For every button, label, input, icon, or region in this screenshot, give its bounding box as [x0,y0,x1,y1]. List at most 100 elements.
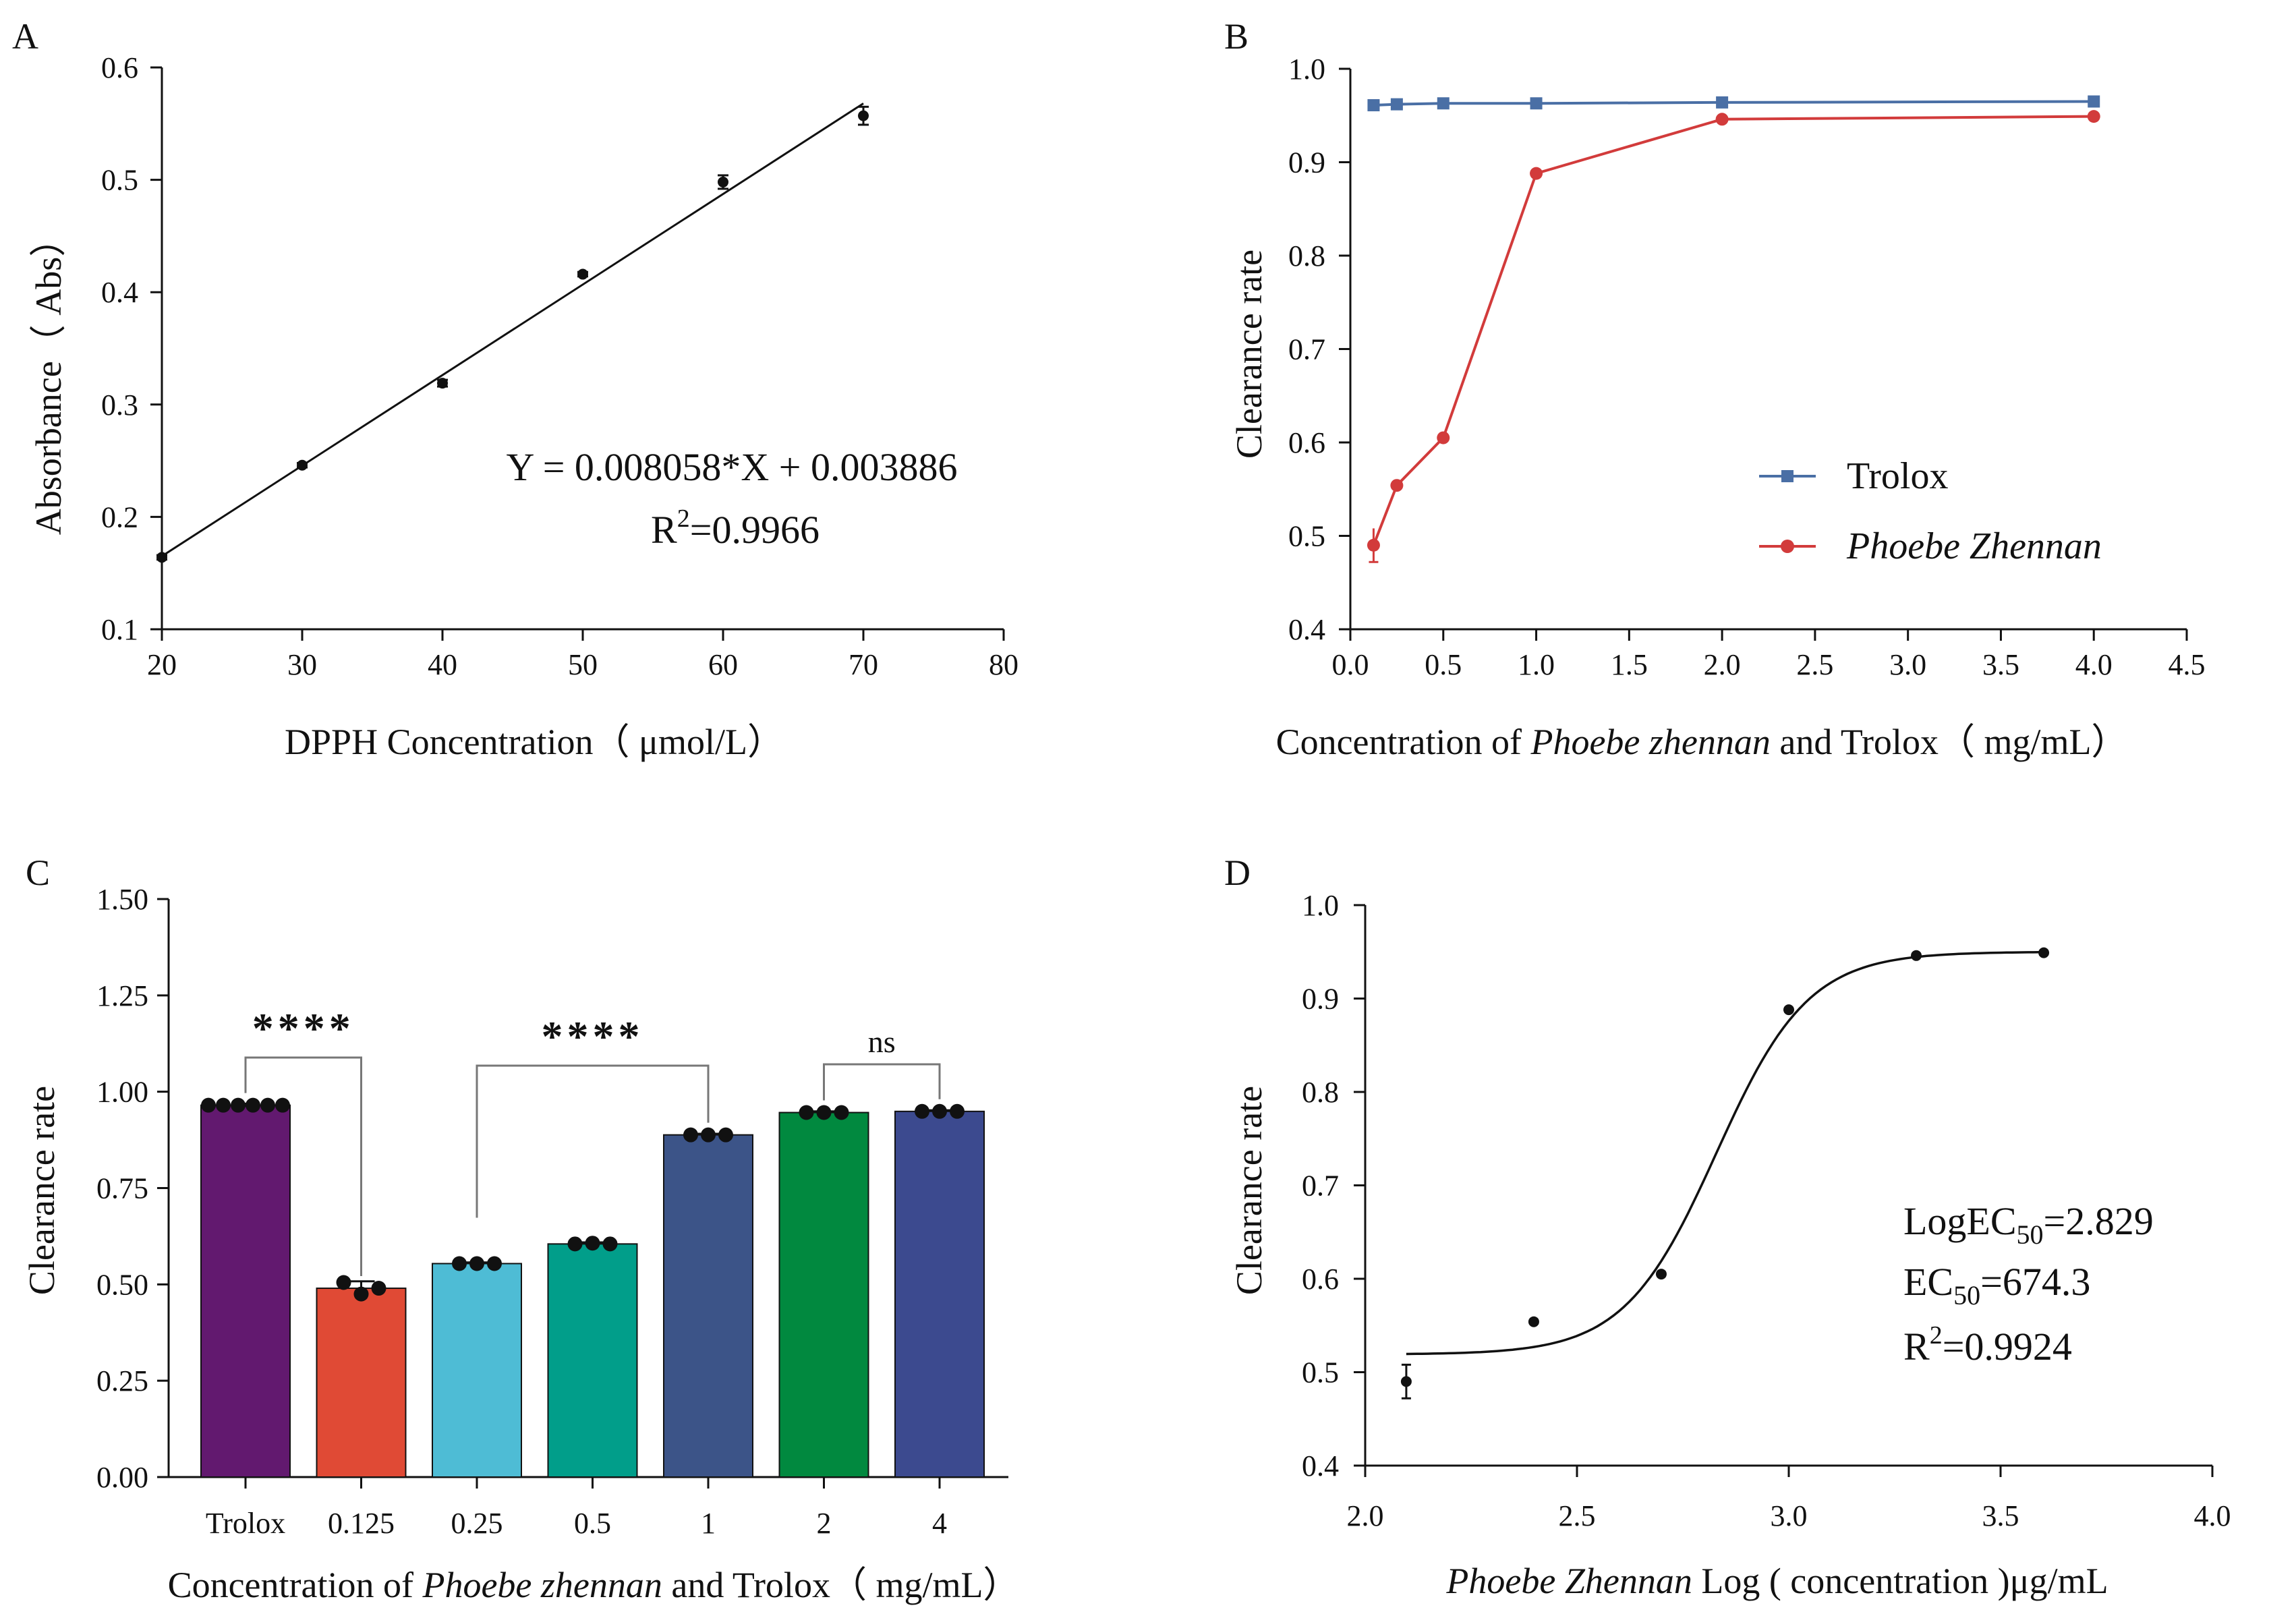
panel-d-tick-labels: 2.0 2.5 3.0 3.5 4.0 0.4 0.5 0.6 0.7 0.8 0.9 1.0 [1302,889,2231,1532]
a-x-tick-label: 60 [708,648,738,681]
b-phoebe-marker [1530,167,1543,180]
c-replicate-dot [336,1275,351,1290]
c-replicate-dot [216,1097,231,1113]
d-y-tick-label: 0.5 [1302,1356,1339,1389]
panel-c-y-axis-title: Clearance rate [22,1086,62,1295]
a-y-tick-label: 0.3 [101,388,138,422]
b-x-tick-label: 3.0 [1889,648,1926,681]
panel-a-fit-line [161,103,864,557]
c-replicate-dot [834,1105,849,1120]
a-x-tick-label: 80 [989,648,1018,681]
b-x-tick-label: 1.0 [1518,648,1555,681]
panel-b-series [1367,95,2100,563]
c-bar-0.125 [316,1288,407,1478]
c-y-tick-label: 1.25 [96,979,148,1012]
c-replicate-dot [683,1127,698,1143]
panel-d-points [1400,947,2050,1399]
panel-b-axes [1339,67,2188,641]
d-y-tick-label: 0.6 [1302,1263,1339,1296]
c-replicate-dot [816,1105,832,1120]
b-trolox-marker [1530,97,1543,110]
c-x-tick-label: 0.5 [574,1507,611,1540]
panel-d-y-axis-title: Clearance rate [1229,1086,1269,1295]
b-phoebe-marker [1367,538,1380,552]
panel-c-x-axis-title: Concentration of Phoebe zhennan and Trol… [168,1565,1020,1605]
c-significance-stars: **** [252,1004,355,1052]
c-replicate-dot [915,1103,929,1119]
b-series-line-phoebe [1372,115,2094,546]
panel-b-legend: Trolox Phoebe Zhennan [1759,455,2102,567]
d-data-point [1528,1316,1539,1327]
b-y-tick-label: 0.5 [1288,520,1325,553]
a-y-tick-label: 0.1 [101,613,138,646]
legend-trolox-marker [1781,470,1793,482]
b-y-tick-label: 0.8 [1288,239,1325,272]
b-x-tick-label: 1.5 [1611,648,1648,681]
a-data-point [297,459,308,471]
b-y-tick-label: 0.9 [1288,146,1325,179]
panel-d-logec50: LogEC50=2.829 [1903,1199,2154,1250]
c-y-tick-label: 0.50 [96,1268,148,1301]
c-replicate-dot [260,1097,275,1113]
a-y-tick-label: 0.2 [101,500,138,533]
panel-a-tick-labels: 20 30 40 50 60 70 80 0.1 0.2 0.3 0.4 0.5 0.6 [101,51,1018,681]
a-x-tick-label: 30 [287,648,317,681]
c-significance-stars: **** [542,1012,644,1060]
c-replicate-dot [231,1097,246,1113]
a-x-tick-label: 40 [428,648,457,681]
panel-d-ec50: EC50=674.3 [1903,1260,2090,1310]
c-replicate-dot [718,1127,733,1143]
panel-a: A 20 30 40 50 60 70 80 0.1 0.2 0.3 0.4 0.5 0.6 DPPH … [12,16,1018,762]
panel-b-letter: B [1224,16,1249,57]
b-trolox-marker [1367,99,1380,112]
d-sigmoid-curve [1406,950,2044,1356]
c-replicate-dot [371,1281,386,1296]
d-x-tick-label: 2.5 [1559,1499,1596,1532]
panel-c-tick-labels: 0.00 0.25 0.50 0.75 1.00 1.25 1.50 Trolox 0.125 0… [96,883,947,1540]
b-trolox-marker [2088,95,2100,108]
c-x-tick-label: 2 [817,1507,832,1540]
c-bar-0.5 [547,1243,638,1478]
b-x-tick-label: 0.0 [1332,648,1369,681]
c-x-tick-label: 4 [932,1507,947,1540]
c-comparison-bracket [823,1063,941,1101]
panel-d-axes [1354,904,2214,1477]
panel-a-x-axis-title: DPPH Concentration（ μmol/L） [285,722,784,762]
c-replicate-dot [567,1236,583,1252]
c-ns-label: ns [868,1025,896,1059]
d-x-tick-label: 3.0 [1771,1499,1808,1532]
panel-c-bars [200,1097,985,1478]
panel-d-r-squared: R2=0.9924 [1903,1321,2072,1368]
b-x-tick-label: 4.0 [2075,648,2113,681]
d-data-point [1911,950,1922,961]
b-trolox-marker [1437,97,1450,110]
c-bar-4 [894,1110,985,1478]
c-replicate-dot [469,1256,484,1271]
b-x-tick-label: 2.0 [1704,648,1741,681]
c-replicate-dot [246,1097,260,1113]
b-phoebe-marker [1437,431,1450,444]
c-replicate-dot [932,1103,947,1119]
d-data-point [2038,947,2050,958]
c-x-tick-label: Trolox [206,1507,285,1540]
c-replicate-dot [950,1103,965,1119]
d-y-tick-label: 0.4 [1302,1449,1339,1482]
panel-a-letter: A [12,16,38,57]
b-phoebe-marker [2087,110,2100,123]
b-x-tick-label: 0.5 [1425,648,1462,681]
panel-d-letter: D [1224,853,1251,893]
c-replicate-dot [353,1286,369,1302]
c-bar-1 [663,1134,753,1478]
panel-c-significance: **** **** ns [244,1004,941,1277]
panel-a-points [156,105,869,563]
d-y-tick-label: 0.7 [1302,1170,1339,1203]
c-x-tick-label: 0.125 [328,1507,395,1540]
a-x-tick-label: 20 [147,648,177,681]
c-bar-2 [778,1112,869,1478]
b-series-line-trolox [1373,100,2094,107]
panel-a-y-axis-title: Absorbance（ Abs） [28,221,69,535]
panel-b-tick-labels: 0.0 0.5 1.0 1.5 2.0 2.5 3.0 3.5 4.0 4.5 0.4 0.5 0.6 0… [1288,53,2206,681]
d-x-tick-label: 3.5 [1982,1499,2019,1532]
d-x-tick-label: 4.0 [2194,1499,2231,1532]
